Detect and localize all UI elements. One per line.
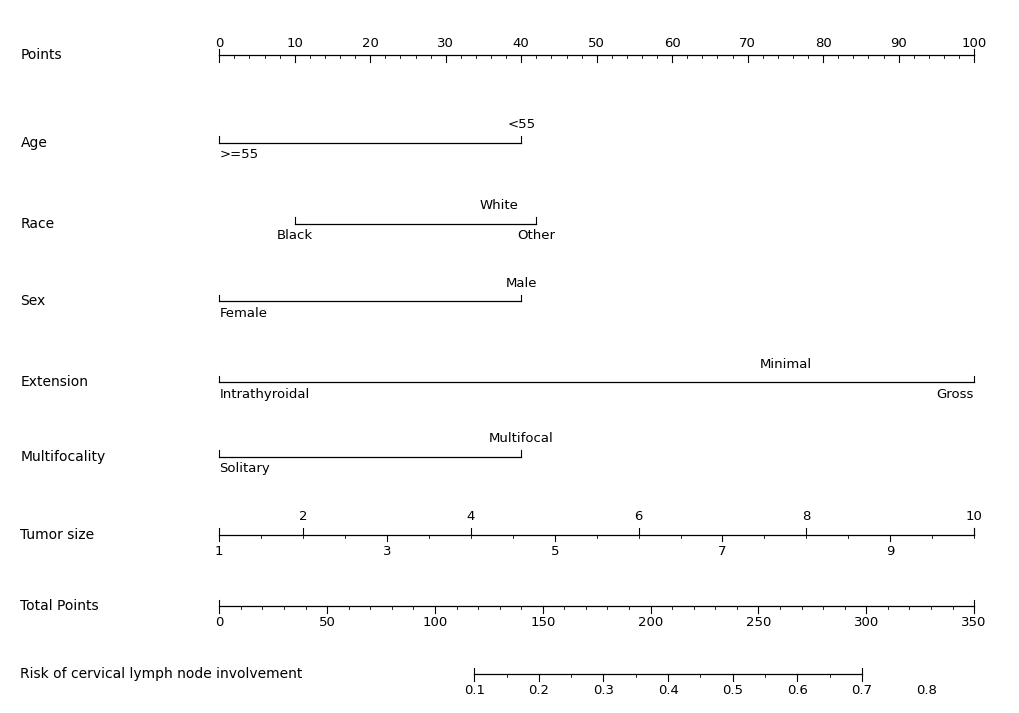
Text: 300: 300	[853, 617, 878, 630]
Text: Minimal: Minimal	[758, 358, 811, 371]
Text: Multifocal: Multifocal	[488, 432, 553, 446]
Text: 0.6: 0.6	[786, 684, 807, 697]
Text: <55: <55	[506, 118, 535, 131]
Text: 1: 1	[215, 545, 223, 558]
Text: 60: 60	[663, 37, 680, 50]
Text: Other: Other	[517, 229, 554, 242]
Text: Solitary: Solitary	[219, 462, 270, 475]
Text: 0.3: 0.3	[592, 684, 613, 697]
Text: 0.2: 0.2	[528, 684, 549, 697]
Text: Multifocality: Multifocality	[20, 450, 106, 464]
Text: 0: 0	[215, 617, 223, 630]
Text: 80: 80	[814, 37, 830, 50]
Text: 20: 20	[362, 37, 378, 50]
Text: 50: 50	[588, 37, 604, 50]
Text: >=55: >=55	[219, 148, 258, 161]
Text: 30: 30	[437, 37, 453, 50]
Text: Female: Female	[219, 307, 267, 319]
Text: 10: 10	[286, 37, 303, 50]
Text: Age: Age	[20, 135, 47, 150]
Text: 0.5: 0.5	[721, 684, 743, 697]
Text: 0: 0	[215, 37, 223, 50]
Text: 4: 4	[467, 510, 475, 523]
Text: 70: 70	[739, 37, 755, 50]
Text: Tumor size: Tumor size	[20, 528, 95, 542]
Text: Black: Black	[276, 229, 313, 242]
Text: Sex: Sex	[20, 294, 46, 309]
Text: Male: Male	[505, 277, 536, 289]
Text: Points: Points	[20, 48, 62, 62]
Text: 9: 9	[886, 545, 894, 558]
Text: 6: 6	[634, 510, 642, 523]
Text: 2: 2	[299, 510, 307, 523]
Text: 5: 5	[550, 545, 558, 558]
Text: 3: 3	[382, 545, 391, 558]
Text: Intrathyroidal: Intrathyroidal	[219, 388, 309, 401]
Text: 10: 10	[965, 510, 981, 523]
Text: 0.1: 0.1	[464, 684, 484, 697]
Text: 100: 100	[422, 617, 447, 630]
Text: 150: 150	[530, 617, 555, 630]
Text: Risk of cervical lymph node involvement: Risk of cervical lymph node involvement	[20, 667, 303, 681]
Text: 100: 100	[961, 37, 985, 50]
Text: Race: Race	[20, 217, 54, 230]
Text: 0.7: 0.7	[851, 684, 871, 697]
Text: 0.8: 0.8	[915, 684, 936, 697]
Text: Extension: Extension	[20, 376, 89, 389]
Text: 250: 250	[745, 617, 770, 630]
Text: 90: 90	[890, 37, 906, 50]
Text: 7: 7	[717, 545, 726, 558]
Text: 350: 350	[961, 617, 985, 630]
Text: 0.4: 0.4	[657, 684, 678, 697]
Text: 50: 50	[318, 617, 335, 630]
Text: White: White	[479, 199, 518, 212]
Text: 8: 8	[801, 510, 810, 523]
Text: 200: 200	[637, 617, 662, 630]
Text: 40: 40	[513, 37, 529, 50]
Text: Total Points: Total Points	[20, 599, 99, 613]
Text: Gross: Gross	[935, 388, 973, 401]
